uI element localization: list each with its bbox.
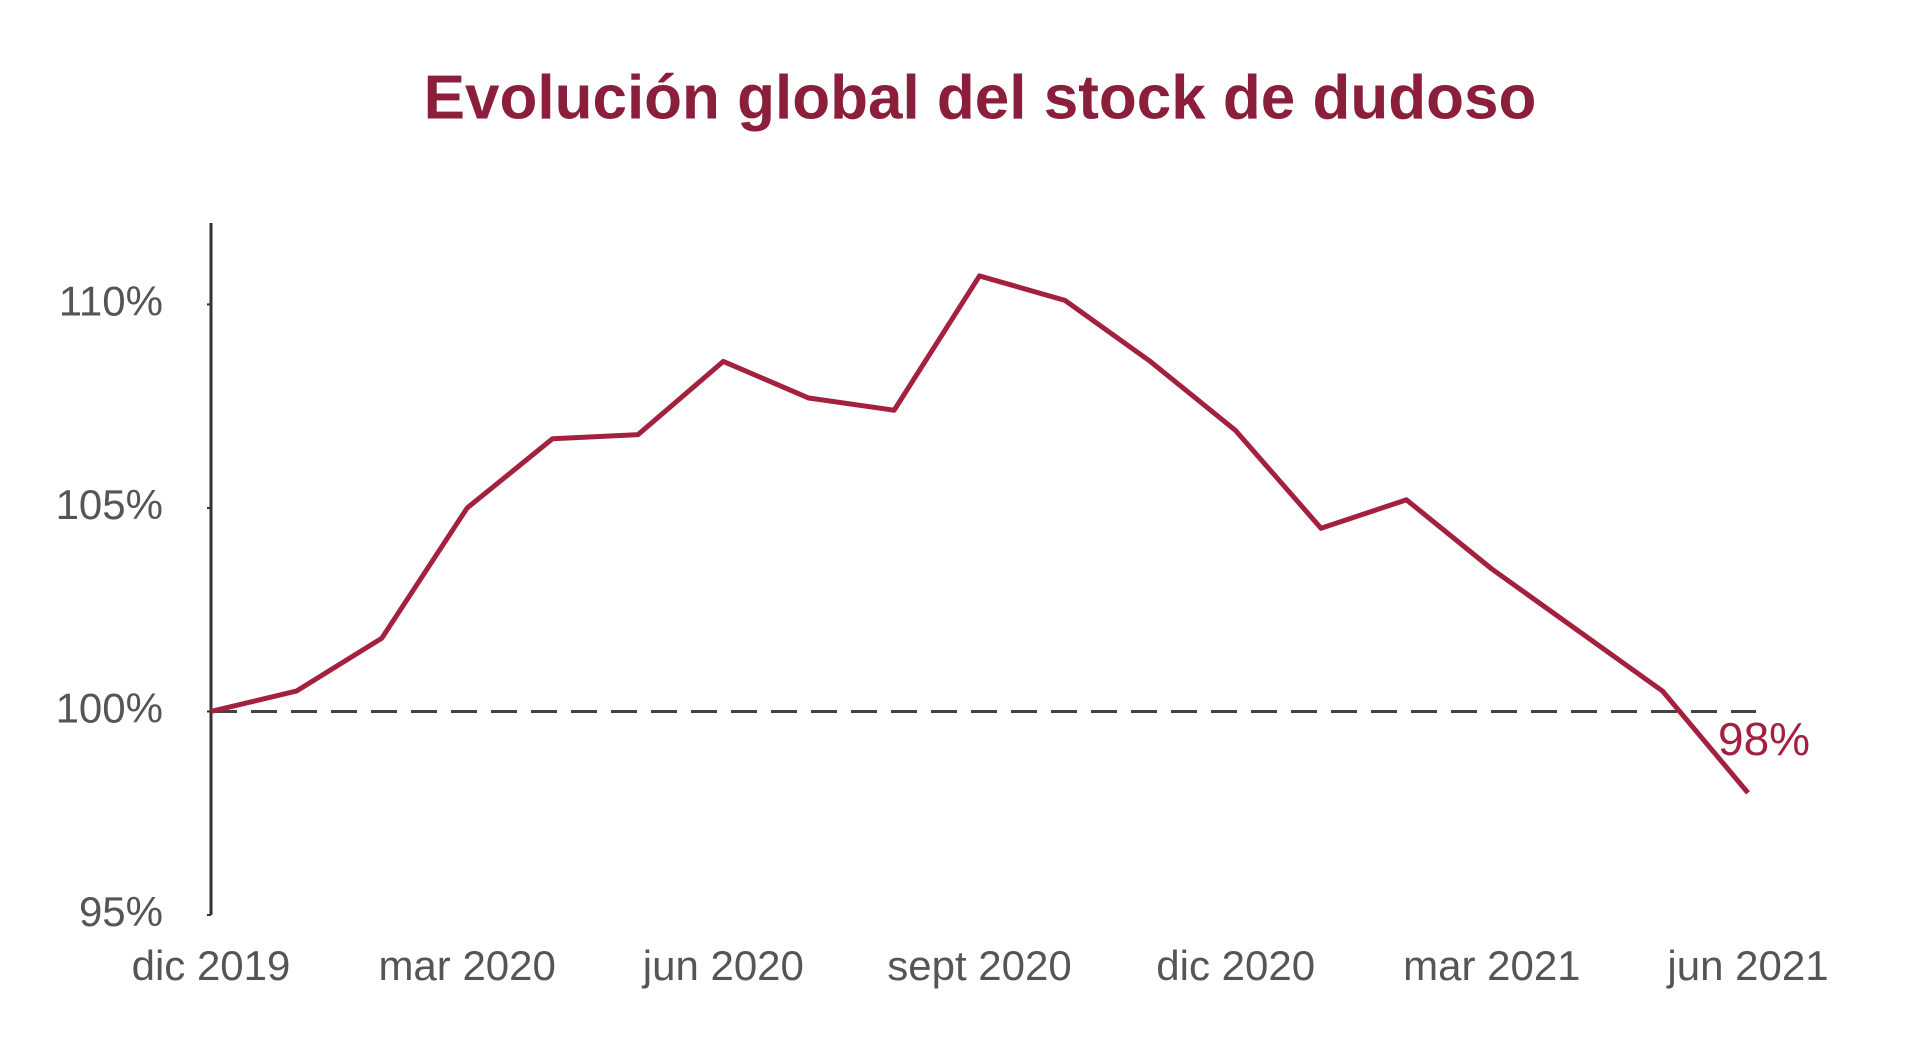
- x-tick-label: jun 2020: [641, 942, 804, 989]
- x-tick-label: sept 2020: [887, 942, 1072, 989]
- value-label: 98%: [1718, 713, 1810, 765]
- x-tick-label: dic 2020: [1156, 942, 1315, 989]
- x-tick-label: mar 2020: [378, 942, 555, 989]
- y-tick-label: 105%: [56, 481, 163, 528]
- x-tick-label: dic 2019: [132, 942, 291, 989]
- chart-title: Evolución global del stock de dudoso: [424, 63, 1537, 132]
- y-tick-label: 100%: [56, 685, 163, 732]
- x-tick-label: jun 2021: [1665, 942, 1828, 989]
- y-tick-label: 110%: [59, 278, 163, 325]
- y-tick-label: 95%: [79, 888, 163, 935]
- data-line: [210, 273, 1750, 795]
- x-tick-label: mar 2021: [1403, 942, 1580, 989]
